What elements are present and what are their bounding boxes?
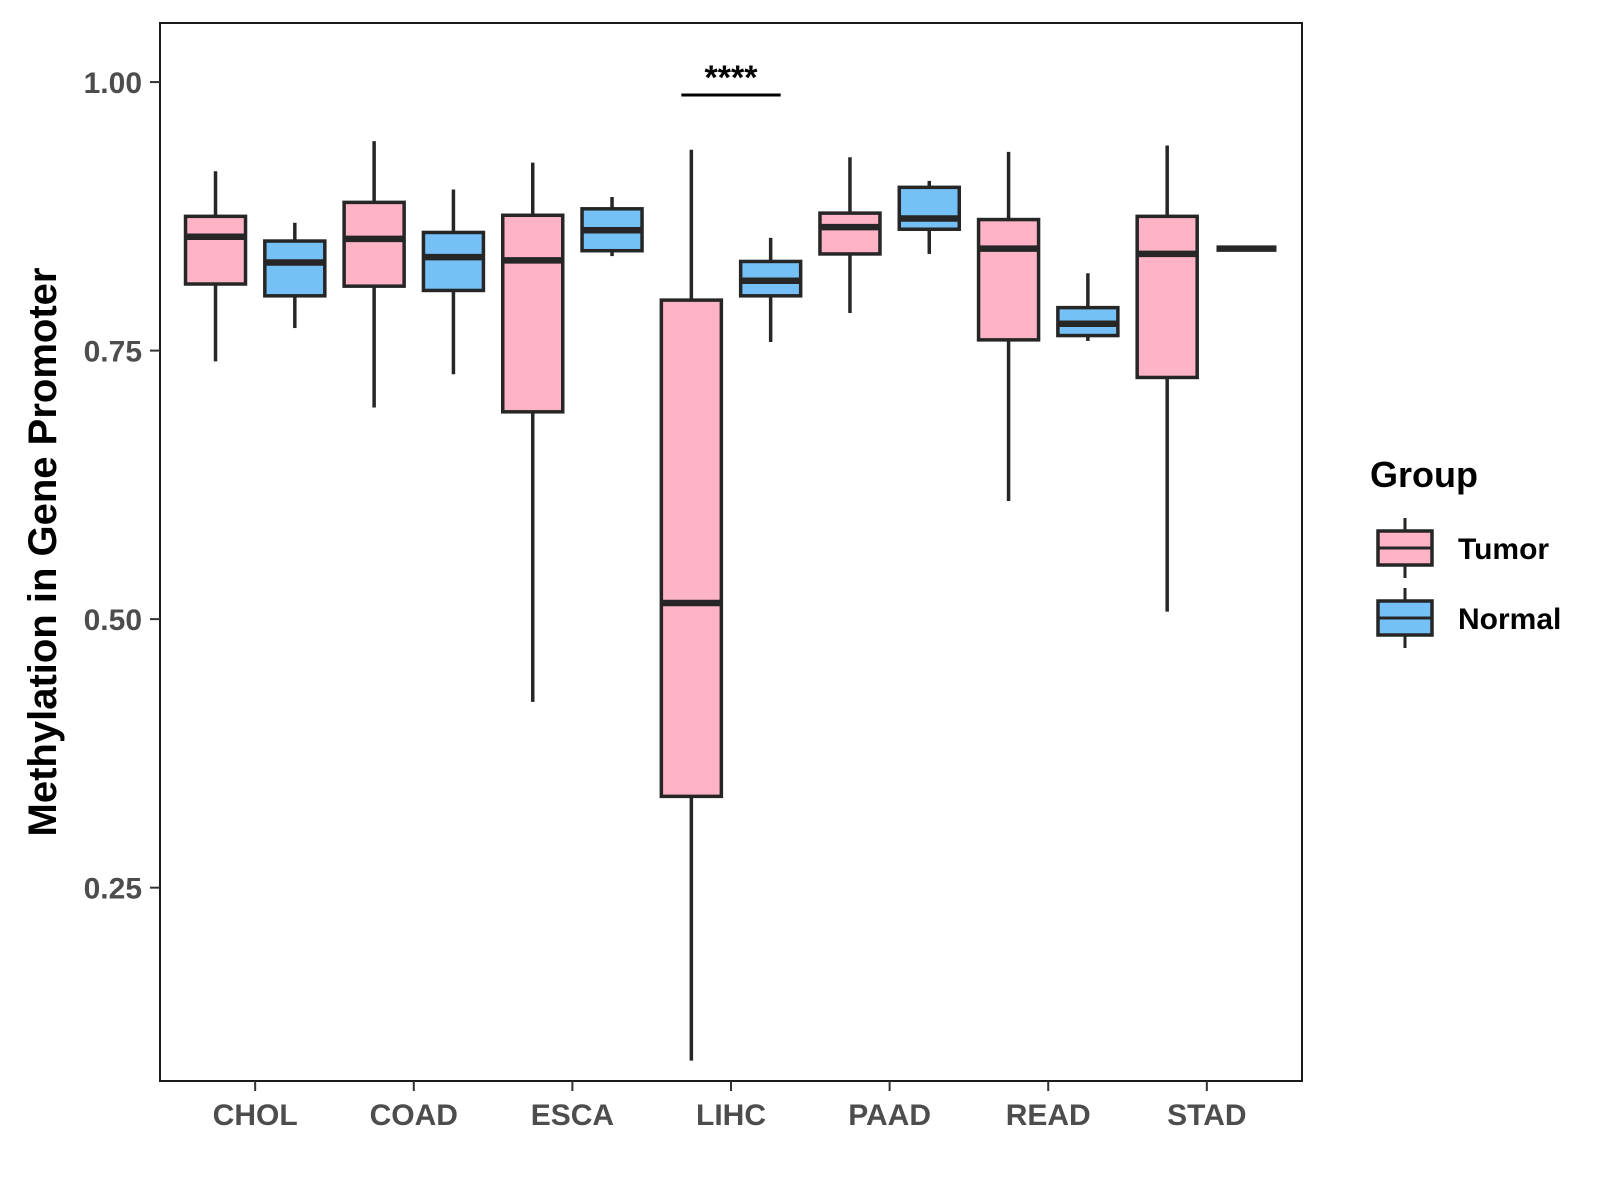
box-iqr bbox=[659, 298, 724, 799]
box-iqr bbox=[897, 185, 962, 231]
legend-label: Tumor bbox=[1458, 533, 1549, 566]
legend: Group Tumor Normal bbox=[1370, 454, 1561, 648]
box-normal-coad bbox=[421, 189, 486, 375]
box-iqr bbox=[263, 239, 327, 298]
box-normal-lihc bbox=[738, 237, 803, 343]
box-tumor-chol bbox=[183, 171, 248, 362]
box-iqr bbox=[1135, 214, 1199, 380]
y-tick-label: 0.25 bbox=[84, 873, 142, 906]
box-normal-paad bbox=[897, 180, 962, 254]
plot-content: **** bbox=[183, 59, 1277, 1061]
y-tick-label: 0.75 bbox=[84, 336, 142, 369]
legend-item-normal: Normal bbox=[1376, 588, 1561, 648]
box-iqr bbox=[976, 217, 1041, 342]
box-iqr bbox=[421, 230, 486, 293]
box-normal-read bbox=[1056, 273, 1120, 341]
x-tick-label: STAD bbox=[1167, 1099, 1246, 1132]
box-tumor-stad bbox=[1135, 145, 1199, 612]
box-tumor-lihc bbox=[659, 149, 724, 1061]
axes: 0.25 0.50 0.75 1.00 CHOL COAD ESCA LIHC PAAD READ… bbox=[84, 67, 1247, 1132]
box-iqr bbox=[818, 211, 882, 256]
y-tick-label: 1.00 bbox=[84, 67, 142, 100]
y-tick-label: 0.50 bbox=[84, 604, 142, 637]
significance-label: **** bbox=[705, 59, 759, 97]
box-iqr bbox=[183, 214, 248, 286]
box-tumor-esca bbox=[500, 162, 565, 702]
y-axis-title: Methylation in Gene Promoter bbox=[21, 268, 65, 837]
box-tumor-coad bbox=[342, 141, 406, 408]
box-normal-esca bbox=[580, 197, 644, 257]
box-tumor-read bbox=[976, 151, 1041, 501]
legend-title: Group bbox=[1370, 454, 1478, 495]
legend-item-tumor: Tumor bbox=[1376, 518, 1549, 578]
legend-label: Normal bbox=[1458, 603, 1561, 636]
x-tick-label: READ bbox=[1006, 1099, 1091, 1132]
box-iqr bbox=[342, 200, 406, 288]
box-tumor-paad bbox=[818, 157, 882, 314]
x-tick-label: ESCA bbox=[531, 1099, 614, 1132]
x-tick-label: CHOL bbox=[213, 1099, 298, 1132]
box-iqr bbox=[500, 213, 565, 414]
x-tick-label: COAD bbox=[370, 1099, 458, 1132]
x-tick-label: PAAD bbox=[848, 1099, 931, 1132]
box-normal-chol bbox=[263, 222, 327, 329]
x-tick-label: LIHC bbox=[696, 1099, 766, 1132]
